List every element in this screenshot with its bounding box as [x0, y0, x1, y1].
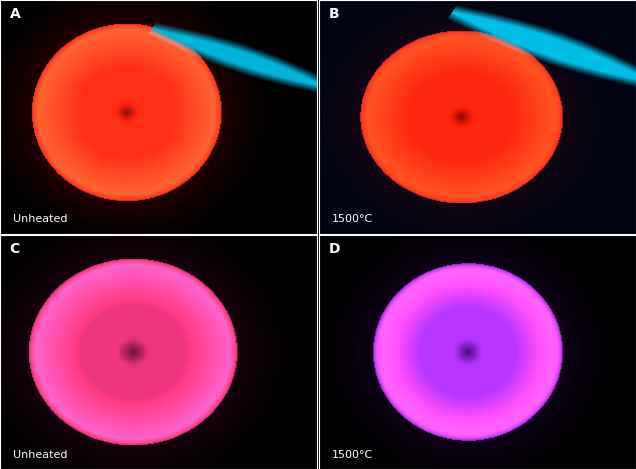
Text: D: D: [329, 242, 340, 257]
Text: C: C: [10, 242, 20, 257]
Text: A: A: [10, 7, 20, 21]
Text: B: B: [329, 7, 340, 21]
Text: Unheated: Unheated: [13, 214, 67, 224]
Text: 1500°C: 1500°C: [332, 450, 373, 460]
Text: Unheated: Unheated: [13, 450, 67, 460]
Text: 1500°C: 1500°C: [332, 214, 373, 224]
